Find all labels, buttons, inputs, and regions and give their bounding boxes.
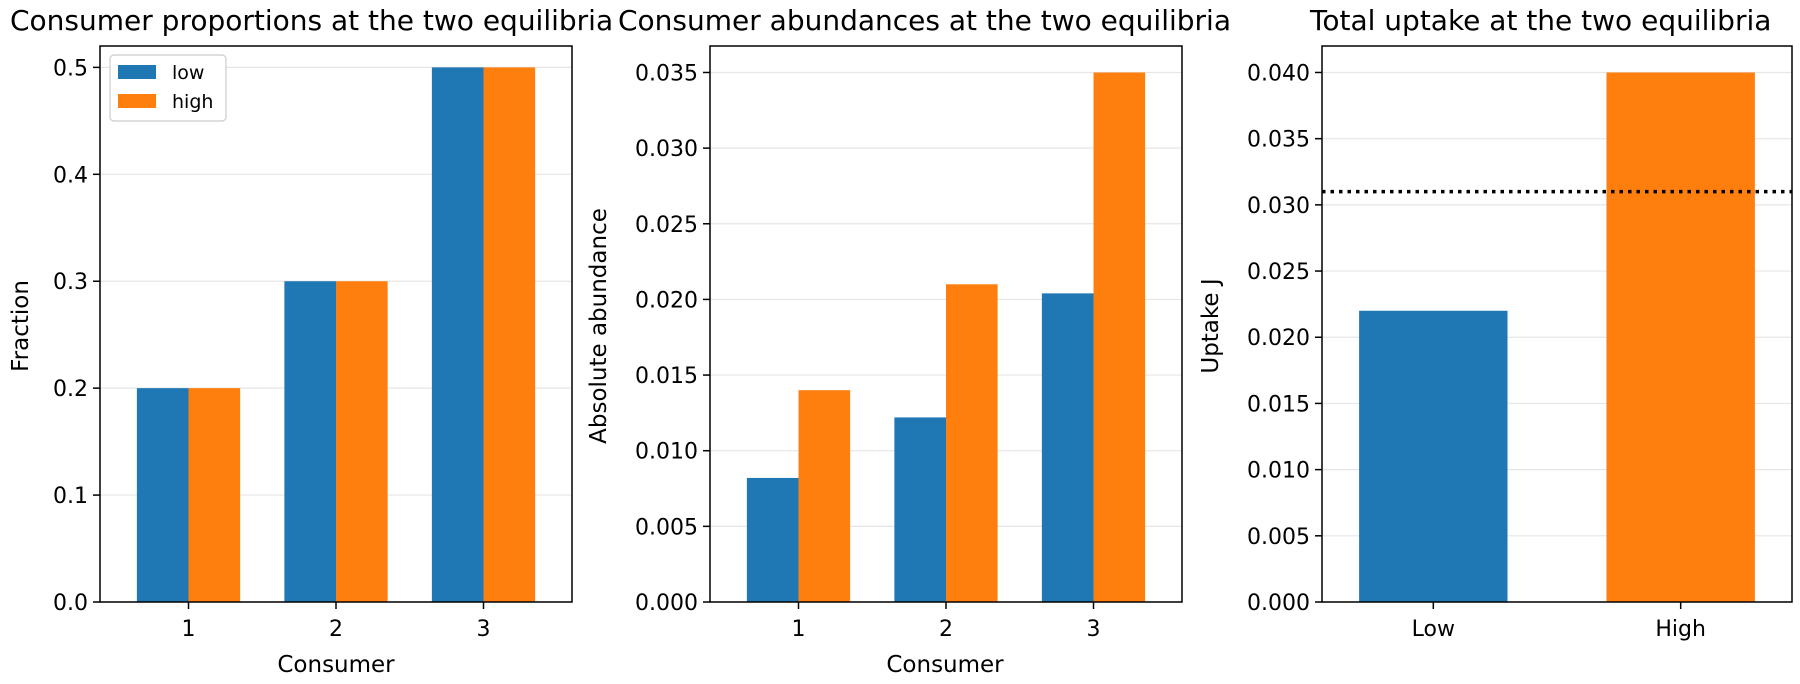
y-tick-label: 0.030 <box>1247 194 1310 219</box>
bar-high-2 <box>336 281 388 602</box>
y-tick-label: 0.020 <box>635 288 698 313</box>
y-tick-label: 0.4 <box>53 163 88 188</box>
x-tick-label: 3 <box>477 617 491 642</box>
x-tick-label: 2 <box>939 617 953 642</box>
y-tick-label: 0.010 <box>1247 459 1310 484</box>
bar-low-2 <box>894 417 946 602</box>
y-tick-label: 0.040 <box>1247 61 1310 86</box>
bar-High <box>1606 72 1755 602</box>
legend-swatch-high <box>118 94 156 108</box>
x-tick-label: High <box>1655 617 1706 642</box>
x-axis-label: Consumer <box>886 652 1004 678</box>
chart-abundances: 0.000 0.005 0.010 0.015 0.020 0.025 0.030 0.035… <box>586 4 1231 678</box>
bar-low-3 <box>431 67 484 602</box>
bar-high-3 <box>1093 72 1146 602</box>
y-tick-label: 0.3 <box>53 270 88 295</box>
axes-frame <box>99 45 573 603</box>
y-tick-label: 0.035 <box>1247 128 1310 153</box>
legend: low high <box>109 54 227 122</box>
y-tick-label: 0.005 <box>635 515 698 540</box>
y-tick-label: 0.5 <box>53 56 88 81</box>
y-axis-label: Absolute abundance <box>586 208 612 444</box>
y-tick-label: 0.0 <box>53 591 88 616</box>
y-tick-label: 0.1 <box>53 484 88 509</box>
y-tick-label: 0.2 <box>53 377 88 402</box>
bar-low-1 <box>746 477 799 602</box>
y-tick-label: 0.005 <box>1247 525 1310 550</box>
legend-label-low: low <box>172 62 204 84</box>
y-tick-label: 0.015 <box>635 364 698 389</box>
chart-title: Consumer proportions at the two equilibr… <box>10 4 613 37</box>
x-tick-label: 2 <box>329 617 343 642</box>
chart-uptake: 0.000 0.005 0.010 0.015 0.020 0.025 0.030 0.035… <box>1198 4 1793 642</box>
bar-high-1 <box>798 390 851 602</box>
x-tick-label: Low <box>1412 617 1455 642</box>
bar-low-3 <box>1041 293 1094 602</box>
y-tick-label: 0.015 <box>1247 392 1310 417</box>
x-axis-label: Consumer <box>277 652 395 678</box>
y-axis-label: Fraction <box>8 280 34 372</box>
y-tick-label: 0.000 <box>1247 591 1310 616</box>
y-tick-label: 0.030 <box>635 137 698 162</box>
legend-swatch-low <box>118 65 156 79</box>
y-tick-label: 0.025 <box>635 213 698 238</box>
bar-high-3 <box>483 67 536 602</box>
y-tick-label: 0.025 <box>1247 260 1310 285</box>
legend-label-high: high <box>172 91 213 113</box>
bar-low-2 <box>284 281 336 602</box>
chart-proportions: 0.0 0.1 0.2 0.3 0.4 0.5 1 2 3 Consumer proportio… <box>8 4 613 678</box>
axes-frame <box>1321 45 1793 603</box>
x-tick-label: 3 <box>1087 617 1101 642</box>
y-tick-label: 0.000 <box>635 591 698 616</box>
bar-high-2 <box>946 284 998 602</box>
chart-title: Total uptake at the two equilibria <box>1309 4 1771 37</box>
axes-frame <box>709 45 1183 603</box>
bar-high-1 <box>188 388 241 602</box>
x-tick-label: 1 <box>792 617 806 642</box>
bar-Low <box>1359 310 1508 602</box>
x-tick-label: 1 <box>182 617 196 642</box>
y-tick-label: 0.010 <box>635 440 698 465</box>
y-axis-label: Uptake J <box>1198 278 1224 373</box>
chart-title: Consumer abundances at the two equilibri… <box>618 4 1231 37</box>
y-tick-label: 0.035 <box>635 61 698 86</box>
bar-low-1 <box>136 388 189 602</box>
y-tick-label: 0.020 <box>1247 326 1310 351</box>
